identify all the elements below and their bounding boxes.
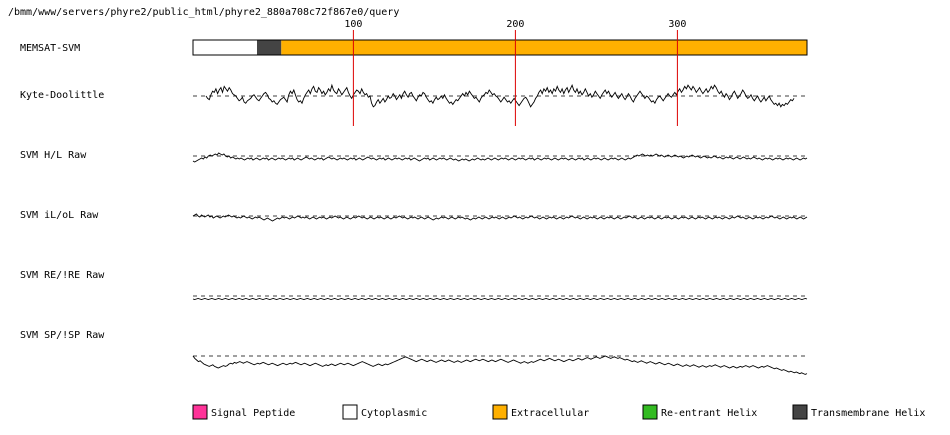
memsat-segment-cytoplasmic [193, 40, 257, 55]
score-tracks [192, 83, 808, 375]
track-label-re: SVM RE/!RE Raw [20, 270, 105, 281]
track-line-hl [192, 152, 808, 163]
legend-label-transmembrane-helix: Transmembrane Helix [811, 408, 925, 419]
legend-label-signal-peptide: Signal Peptide [211, 408, 295, 419]
legend-label-extracellular: Extracellular [511, 408, 589, 419]
legend-swatch-signal-peptide [192, 404, 208, 420]
legend-label-re-entrant-helix: Re-entrant Helix [661, 408, 757, 419]
legend-swatch-extracellular [492, 404, 508, 420]
legend-swatch-transmembrane-helix [792, 404, 808, 420]
track-label-sp: SVM SP/!SP Raw [20, 330, 105, 341]
track-line-sp [192, 355, 808, 375]
ruler-labels: 100 200 300 [344, 19, 686, 30]
track-label-il: SVM iL/oL Raw [20, 210, 99, 221]
track-line-il [192, 213, 808, 222]
query-path: /bmm/www/servers/phyre2/public_html/phyr… [8, 7, 399, 18]
ruler-tick-label-300: 300 [668, 19, 686, 30]
track-line-kd [205, 83, 795, 108]
legend: Signal Peptide Cytoplasmic Extracellular… [192, 404, 925, 420]
memsat-segment-extracellular [281, 40, 808, 55]
memsat-topology-bar [192, 39, 808, 56]
legend-swatch-re-entrant-helix [642, 404, 658, 420]
legend-swatch-cytoplasmic [342, 404, 358, 420]
ruler-tick-label-200: 200 [506, 19, 524, 30]
ruler-tick-label-100: 100 [344, 19, 362, 30]
track-label-hl: SVM H/L Raw [20, 150, 87, 161]
track-label-kd: Kyte-Doolittle [20, 90, 104, 101]
ruler-lines [352, 30, 678, 126]
track-line-re [192, 298, 808, 300]
memsat-label: MEMSAT-SVM [20, 43, 80, 54]
memsat-bar-outline [192, 39, 808, 56]
legend-label-cytoplasmic: Cytoplasmic [361, 408, 427, 419]
memsat-segment-transmembrane-helix [256, 40, 282, 55]
